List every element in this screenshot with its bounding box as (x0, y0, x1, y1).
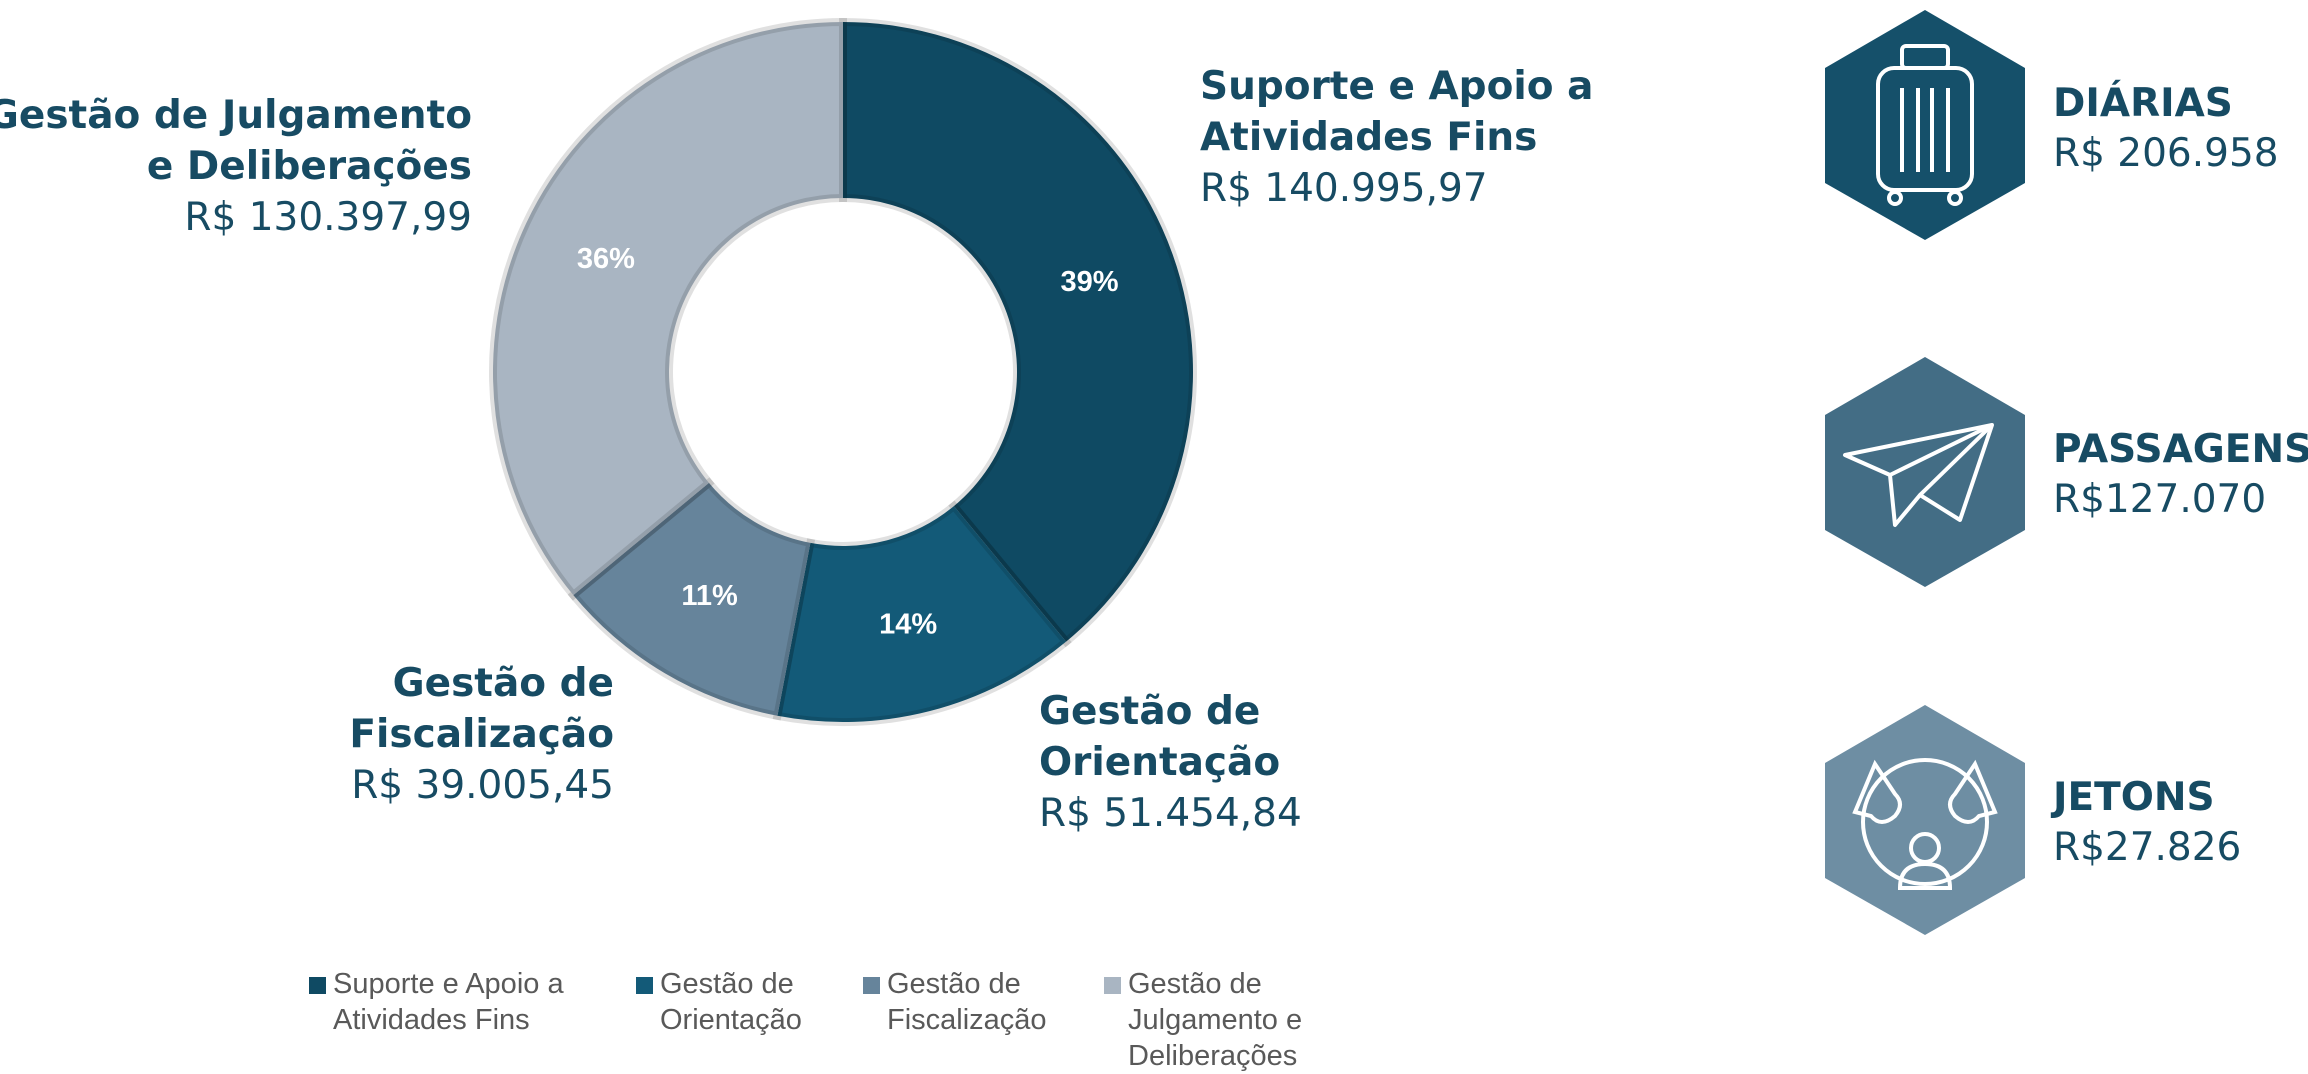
slice-label: 11% (681, 580, 738, 612)
summary-value: R$127.070 (2053, 477, 2266, 522)
legend-swatch (1104, 977, 1121, 994)
summary-title: PASSAGENS (2053, 427, 2308, 472)
callout-name: Gestão de Julgamento (0, 93, 472, 138)
callout-amount: R$ 130.397,99 (184, 195, 472, 240)
summary-value: R$ 206.958 (2053, 131, 2279, 176)
hexagon (1825, 10, 2025, 240)
callout-name: Orientação (1039, 740, 1280, 785)
summary-title: JETONS (2050, 775, 2215, 820)
summary-title: DIÁRIAS (2053, 79, 2233, 126)
callout-name: Atividades Fins (1200, 115, 1537, 160)
hexagon (1825, 705, 2025, 935)
jetons-icon (1852, 758, 1998, 890)
callout-amount: R$ 51.454,84 (1039, 791, 1302, 836)
legend-swatch (309, 977, 326, 994)
legend-swatch (863, 977, 880, 994)
legend-swatch (636, 977, 653, 994)
callout-name: Suporte e Apoio a (1200, 64, 1593, 109)
legend-label: Gestão de Fiscalização (887, 968, 1047, 1036)
slice (772, 500, 1072, 726)
suitcase-icon (1876, 44, 1974, 206)
slice (839, 17, 1197, 648)
legend-label: Gestão de Julgamento e Deliberações (1128, 968, 1303, 1072)
legend-label: Gestão de Orientação (660, 968, 802, 1036)
slice-label: 14% (879, 608, 937, 640)
slice-label: 39% (1060, 266, 1118, 298)
hexagons (1825, 10, 2025, 935)
callout-name: e Deliberações (147, 144, 472, 189)
hexagon (1825, 357, 2025, 587)
slice-label: 36% (577, 243, 635, 275)
plane-icon (1843, 423, 1994, 527)
slice (567, 477, 816, 721)
callout-amount: R$ 39.005,45 (351, 763, 614, 808)
callout-name: Gestão de (1039, 689, 1260, 734)
callout-amount: R$ 140.995,97 (1200, 166, 1488, 211)
summary-value: R$27.826 (2053, 825, 2241, 870)
callout-name: Gestão de (393, 661, 614, 706)
legend-label: Suporte e Apoio a Atividades Fins (333, 968, 564, 1036)
slice (489, 17, 847, 601)
callout-name: Fiscalização (349, 712, 614, 757)
